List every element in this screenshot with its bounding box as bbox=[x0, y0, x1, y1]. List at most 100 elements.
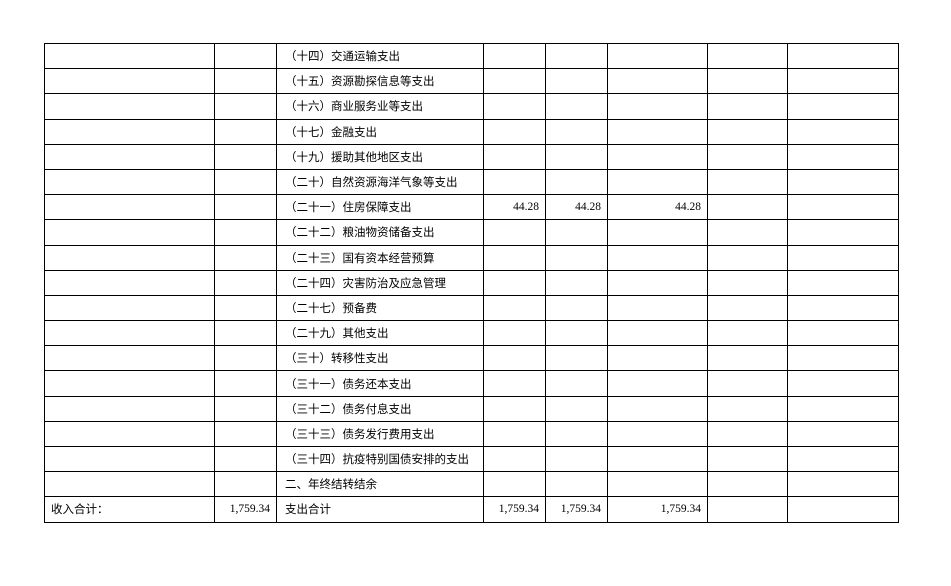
table-cell: （二十三）国有资本经营预算 bbox=[276, 244, 484, 271]
table-cell bbox=[214, 168, 277, 196]
table-cell bbox=[214, 269, 277, 296]
table-row: （十七）金融支出 bbox=[44, 118, 899, 145]
table-cell bbox=[214, 68, 277, 95]
table-cell bbox=[787, 194, 899, 221]
table-cell bbox=[483, 445, 546, 473]
table-cell bbox=[483, 219, 546, 246]
table-cell bbox=[787, 168, 899, 196]
table-cell bbox=[44, 244, 215, 271]
table-cell bbox=[787, 445, 899, 473]
table-cell bbox=[787, 143, 899, 170]
table-cell: 支出合计 bbox=[276, 496, 484, 523]
table-cell bbox=[545, 244, 608, 271]
table-cell: （十五）资源勘探信息等支出 bbox=[276, 68, 484, 95]
table-cell bbox=[483, 345, 546, 372]
table-cell bbox=[707, 320, 788, 347]
table-cell bbox=[787, 395, 899, 422]
table-cell bbox=[44, 68, 215, 95]
table-cell bbox=[707, 471, 788, 498]
table-cell: （十七）金融支出 bbox=[276, 118, 484, 145]
table-cell: 44.28 bbox=[545, 194, 608, 221]
table-row: （二十一）住房保障支出 44.28 44.28 44.28 bbox=[44, 194, 899, 221]
table-cell bbox=[44, 471, 215, 498]
table-cell bbox=[787, 320, 899, 347]
table-cell bbox=[214, 143, 277, 170]
table-row: （二十九）其他支出 bbox=[44, 320, 899, 347]
table-row: （二十二）粮油物资储备支出 bbox=[44, 219, 899, 246]
table-cell bbox=[44, 168, 215, 196]
table-cell bbox=[44, 269, 215, 296]
table-cell bbox=[545, 395, 608, 422]
table-body: （十四）交通运输支出 （十五）资源勘探信息等支出 （十六）商业服务业等支出 （十七）金… bbox=[44, 42, 899, 523]
table-cell bbox=[607, 471, 708, 498]
table-cell bbox=[483, 294, 546, 322]
table-cell bbox=[545, 42, 608, 70]
table-cell bbox=[707, 93, 788, 120]
table-cell bbox=[787, 118, 899, 145]
table-cell bbox=[607, 370, 708, 397]
table-cell bbox=[545, 420, 608, 448]
table-cell: （十六）商业服务业等支出 bbox=[276, 93, 484, 120]
table-cell bbox=[545, 345, 608, 372]
table-cell: （三十一）债务还本支出 bbox=[276, 370, 484, 397]
table-cell bbox=[214, 345, 277, 372]
table-cell bbox=[787, 471, 899, 498]
table-cell bbox=[707, 420, 788, 448]
table-row: （三十四）抗疫特别国债安排的支出 bbox=[44, 445, 899, 473]
table-cell bbox=[707, 42, 788, 70]
table-cell bbox=[44, 395, 215, 422]
table-cell bbox=[607, 395, 708, 422]
table-cell bbox=[483, 370, 546, 397]
table-cell bbox=[214, 370, 277, 397]
table-cell: （三十二）债务付息支出 bbox=[276, 395, 484, 422]
table-cell: 44.28 bbox=[483, 194, 546, 221]
table-cell bbox=[707, 370, 788, 397]
table-cell bbox=[214, 294, 277, 322]
table-cell bbox=[483, 93, 546, 120]
table-cell: 1,759.34 bbox=[483, 496, 546, 523]
table-cell bbox=[483, 68, 546, 95]
table-cell: 1,759.34 bbox=[607, 496, 708, 523]
table-cell bbox=[607, 143, 708, 170]
table-cell bbox=[607, 93, 708, 120]
table-cell bbox=[545, 219, 608, 246]
table-row: （二十）自然资源海洋气象等支出 bbox=[44, 168, 899, 196]
table-cell bbox=[545, 320, 608, 347]
table-cell bbox=[44, 219, 215, 246]
table-cell bbox=[545, 370, 608, 397]
table-cell bbox=[607, 269, 708, 296]
table-cell bbox=[483, 395, 546, 422]
table-row: 收入合计： 1,759.34 支出合计 1,759.34 1,759.34 1,759.3… bbox=[44, 496, 899, 523]
table-cell bbox=[607, 445, 708, 473]
table-cell bbox=[44, 118, 215, 145]
table-cell bbox=[607, 219, 708, 246]
table-cell bbox=[483, 244, 546, 271]
table-cell bbox=[44, 143, 215, 170]
table-cell bbox=[44, 445, 215, 473]
table-row: （十六）商业服务业等支出 bbox=[44, 93, 899, 120]
table-cell bbox=[214, 244, 277, 271]
table-cell bbox=[607, 68, 708, 95]
table-cell bbox=[214, 445, 277, 473]
table-cell bbox=[545, 168, 608, 196]
table-cell bbox=[707, 496, 788, 523]
table-cell: （十九）援助其他地区支出 bbox=[276, 143, 484, 170]
table-cell: （十四）交通运输支出 bbox=[276, 42, 484, 70]
table-cell bbox=[214, 219, 277, 246]
table-cell bbox=[787, 68, 899, 95]
table-cell bbox=[607, 320, 708, 347]
table-cell bbox=[607, 42, 708, 70]
table-cell bbox=[545, 294, 608, 322]
table-cell bbox=[483, 168, 546, 196]
table-cell bbox=[607, 168, 708, 196]
table-cell bbox=[707, 118, 788, 145]
table-cell bbox=[483, 42, 546, 70]
table-cell: （三十）转移性支出 bbox=[276, 345, 484, 372]
table-cell: （二十二）粮油物资储备支出 bbox=[276, 219, 484, 246]
table-cell bbox=[787, 370, 899, 397]
table-cell bbox=[545, 93, 608, 120]
table-cell bbox=[707, 194, 788, 221]
table-cell bbox=[483, 471, 546, 498]
table-row: （三十）转移性支出 bbox=[44, 345, 899, 372]
table-cell bbox=[707, 294, 788, 322]
